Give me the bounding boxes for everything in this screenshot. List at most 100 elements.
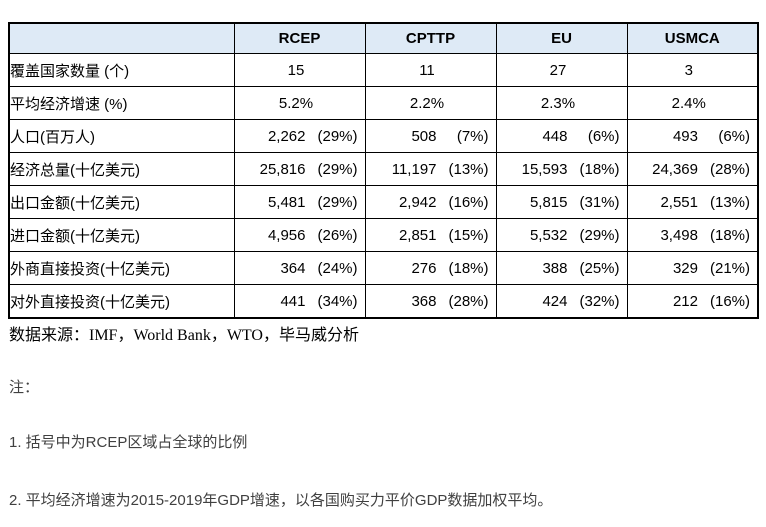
cell-value: 493 (672, 127, 698, 145)
data-cell: 3,498 (18%) (626, 218, 759, 252)
cell-value: 2,942 (398, 193, 437, 211)
cell-percent: (28%) (709, 160, 750, 178)
cell-value: 5,815 (529, 193, 568, 211)
trade-bloc-comparison-table: RCEP CPTTP EU USMCA 覆盖国家数量 (个) 15 11 27 … (8, 22, 759, 319)
table-header-row: RCEP CPTTP EU USMCA (8, 22, 759, 54)
data-cell: 212 (16%) (626, 284, 759, 319)
row-label: 人口(百万人) (8, 119, 235, 153)
cell-value: 448 (542, 127, 568, 145)
data-cell: 441 (34%) (233, 284, 366, 319)
cell-percent: (32%) (579, 292, 620, 310)
data-cell: 11 (364, 53, 497, 87)
cell-percent: (24%) (317, 259, 358, 277)
cell-value: 5.2% (278, 94, 314, 112)
data-cell: 493 (6%) (626, 119, 759, 153)
row-label: 经济总量(十亿美元) (8, 152, 235, 186)
cell-percent: (13%) (709, 193, 750, 211)
cell-value: 3,498 (660, 226, 698, 244)
row-exports: 出口金额(十亿美元) 5,481 (29%) 2,942 (16%) 5,815 (3… (8, 185, 759, 219)
data-cell: 2,942 (16%) (364, 185, 497, 219)
data-cell: 2.4% (626, 86, 759, 120)
data-cell: 11,197 (13%) (364, 152, 497, 186)
row-label: 覆盖国家数量 (个) (8, 53, 235, 87)
cell-percent: (29%) (317, 193, 358, 211)
data-cell: 368 (28%) (364, 284, 497, 319)
cell-value: 441 (280, 292, 306, 310)
cell-value: 368 (411, 292, 437, 310)
cell-value: 3 (684, 61, 693, 79)
page: RCEP CPTTP EU USMCA 覆盖国家数量 (个) 15 11 27 … (8, 22, 759, 509)
cell-percent: (13%) (448, 160, 489, 178)
data-cell: 2.2% (364, 86, 497, 120)
header-cell-cpttp: CPTTP (364, 22, 497, 54)
cell-percent: (34%) (317, 292, 358, 310)
cell-percent: (25%) (579, 259, 620, 277)
cell-percent: (6%) (587, 127, 620, 145)
cell-percent: (21%) (709, 259, 750, 277)
cell-value: 364 (280, 259, 306, 277)
cell-percent: (28%) (448, 292, 489, 310)
note-item-2: 2. 平均经济增速为2015-2019年GDP增速，以各国购买力平价GDP数据加… (9, 492, 553, 509)
cell-percent: (18%) (579, 160, 620, 178)
cell-value: 5,481 (267, 193, 306, 211)
cell-percent: (6%) (718, 127, 750, 145)
data-cell: 3 (626, 53, 759, 87)
header-cell-rcep: RCEP (233, 22, 366, 54)
cell-value: 508 (411, 127, 437, 145)
data-cell: 24,369 (28%) (626, 152, 759, 186)
data-cell: 448 (6%) (495, 119, 628, 153)
row-fdi-outward: 对外直接投资(十亿美元) 441 (34%) 368 (28%) 424 (32%) … (8, 284, 759, 319)
data-cell: 329 (21%) (626, 251, 759, 285)
cell-value: 2.2% (409, 94, 445, 112)
row-label: 进口金额(十亿美元) (8, 218, 235, 252)
cell-value: 388 (542, 259, 568, 277)
data-cell: 2,551 (13%) (626, 185, 759, 219)
data-cell: 5,481 (29%) (233, 185, 366, 219)
cell-value: 2.3% (540, 94, 576, 112)
cell-value: 2,851 (398, 226, 437, 244)
cell-value: 5,532 (529, 226, 568, 244)
row-gdp-total: 经济总量(十亿美元) 25,816 (29%) 11,197 (13%) 15,59… (8, 152, 759, 186)
row-covered-countries: 覆盖国家数量 (个) 15 11 27 3 (8, 53, 759, 87)
cell-value: 15 (287, 61, 305, 79)
cell-percent: (7%) (456, 127, 489, 145)
data-cell: 276 (18%) (364, 251, 497, 285)
cell-percent: (31%) (579, 193, 620, 211)
notes-heading: 注： (9, 379, 40, 396)
data-cell: 2.3% (495, 86, 628, 120)
cell-value: 24,369 (652, 160, 698, 178)
cell-value: 424 (542, 292, 568, 310)
data-cell: 2,262 (29%) (233, 119, 366, 153)
header-cell-eu: EU (495, 22, 628, 54)
data-cell: 364 (24%) (233, 251, 366, 285)
cell-value: 27 (549, 61, 567, 79)
cell-value: 276 (411, 259, 437, 277)
data-source-note: 数据来源：IMF，World Bank，WTO，毕马威分析 (9, 327, 359, 344)
row-population: 人口(百万人) 2,262 (29%) 508 (7%) 448 (6%) 493 (6… (8, 119, 759, 153)
row-imports: 进口金额(十亿美元) 4,956 (26%) 2,851 (15%) 5,532 (2… (8, 218, 759, 252)
row-label: 外商直接投资(十亿美元) (8, 251, 235, 285)
cell-value: 15,593 (521, 160, 568, 178)
cell-value: 25,816 (259, 160, 306, 178)
data-cell: 15,593 (18%) (495, 152, 628, 186)
header-cell-usmca: USMCA (626, 22, 759, 54)
cell-value: 2.4% (671, 94, 706, 112)
cell-percent: (29%) (317, 127, 358, 145)
cell-value: 4,956 (267, 226, 306, 244)
row-label: 出口金额(十亿美元) (8, 185, 235, 219)
cell-value: 11,197 (391, 160, 437, 178)
cell-percent: (16%) (709, 292, 750, 310)
cell-value: 212 (672, 292, 698, 310)
data-cell: 388 (25%) (495, 251, 628, 285)
cell-value: 329 (672, 259, 698, 277)
row-avg-growth: 平均经济增速 (%) 5.2% 2.2% 2.3% 2.4% (8, 86, 759, 120)
cell-percent: (26%) (317, 226, 358, 244)
row-label: 对外直接投资(十亿美元) (8, 284, 235, 319)
data-cell: 15 (233, 53, 366, 87)
data-cell: 424 (32%) (495, 284, 628, 319)
row-fdi-inward: 外商直接投资(十亿美元) 364 (24%) 276 (18%) 388 (25%) … (8, 251, 759, 285)
cell-value: 11 (419, 61, 435, 79)
header-cell-empty (8, 22, 235, 54)
cell-percent: (18%) (448, 259, 489, 277)
data-cell: 5.2% (233, 86, 366, 120)
